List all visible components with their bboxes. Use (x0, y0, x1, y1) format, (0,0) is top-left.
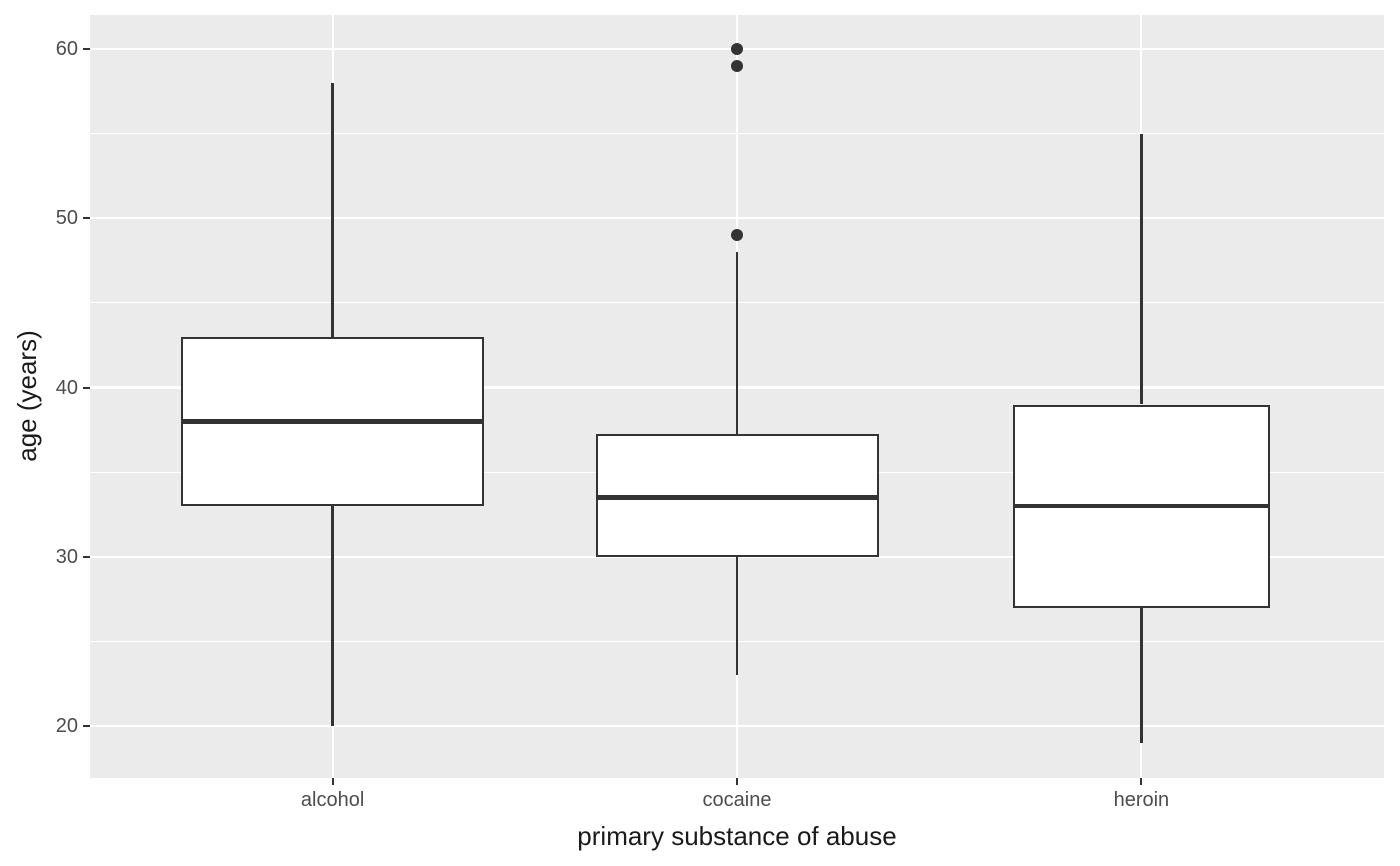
lower-whisker (735, 556, 739, 676)
y-tick-mark (83, 217, 90, 220)
y-tick-mark (83, 386, 90, 389)
y-tick-label: 40 (55, 376, 78, 399)
y-axis-title: age (years) (12, 330, 42, 462)
median-line (595, 495, 879, 500)
x-tick-label-alcohol: alcohol (300, 788, 365, 811)
upper-whisker (331, 83, 334, 337)
lower-whisker (1140, 607, 1143, 743)
upper-whisker (1140, 133, 1143, 405)
y-tick-label: 50 (55, 207, 78, 230)
outlier-point (731, 229, 743, 242)
outlier-point (731, 60, 743, 73)
median-line (181, 419, 485, 424)
x-tick-label-heroin: heroin (1113, 788, 1170, 811)
y-tick-mark (83, 48, 90, 51)
y-tick-label: 60 (55, 38, 78, 61)
x-tick-label-cocaine: cocaine (702, 788, 772, 811)
y-tick-mark (83, 724, 90, 727)
lower-whisker (331, 506, 334, 726)
x-tick-mark (736, 777, 738, 785)
y-tick-label: 20 (55, 714, 78, 737)
x-tick-mark (331, 777, 334, 785)
upper-whisker (735, 252, 739, 435)
y-tick-label: 30 (55, 545, 78, 568)
outlier-point (731, 43, 743, 56)
median-line (1013, 503, 1270, 509)
x-tick-mark (1140, 777, 1143, 785)
x-axis-title: primary substance of abuse (577, 821, 897, 851)
y-tick-mark (83, 555, 90, 558)
